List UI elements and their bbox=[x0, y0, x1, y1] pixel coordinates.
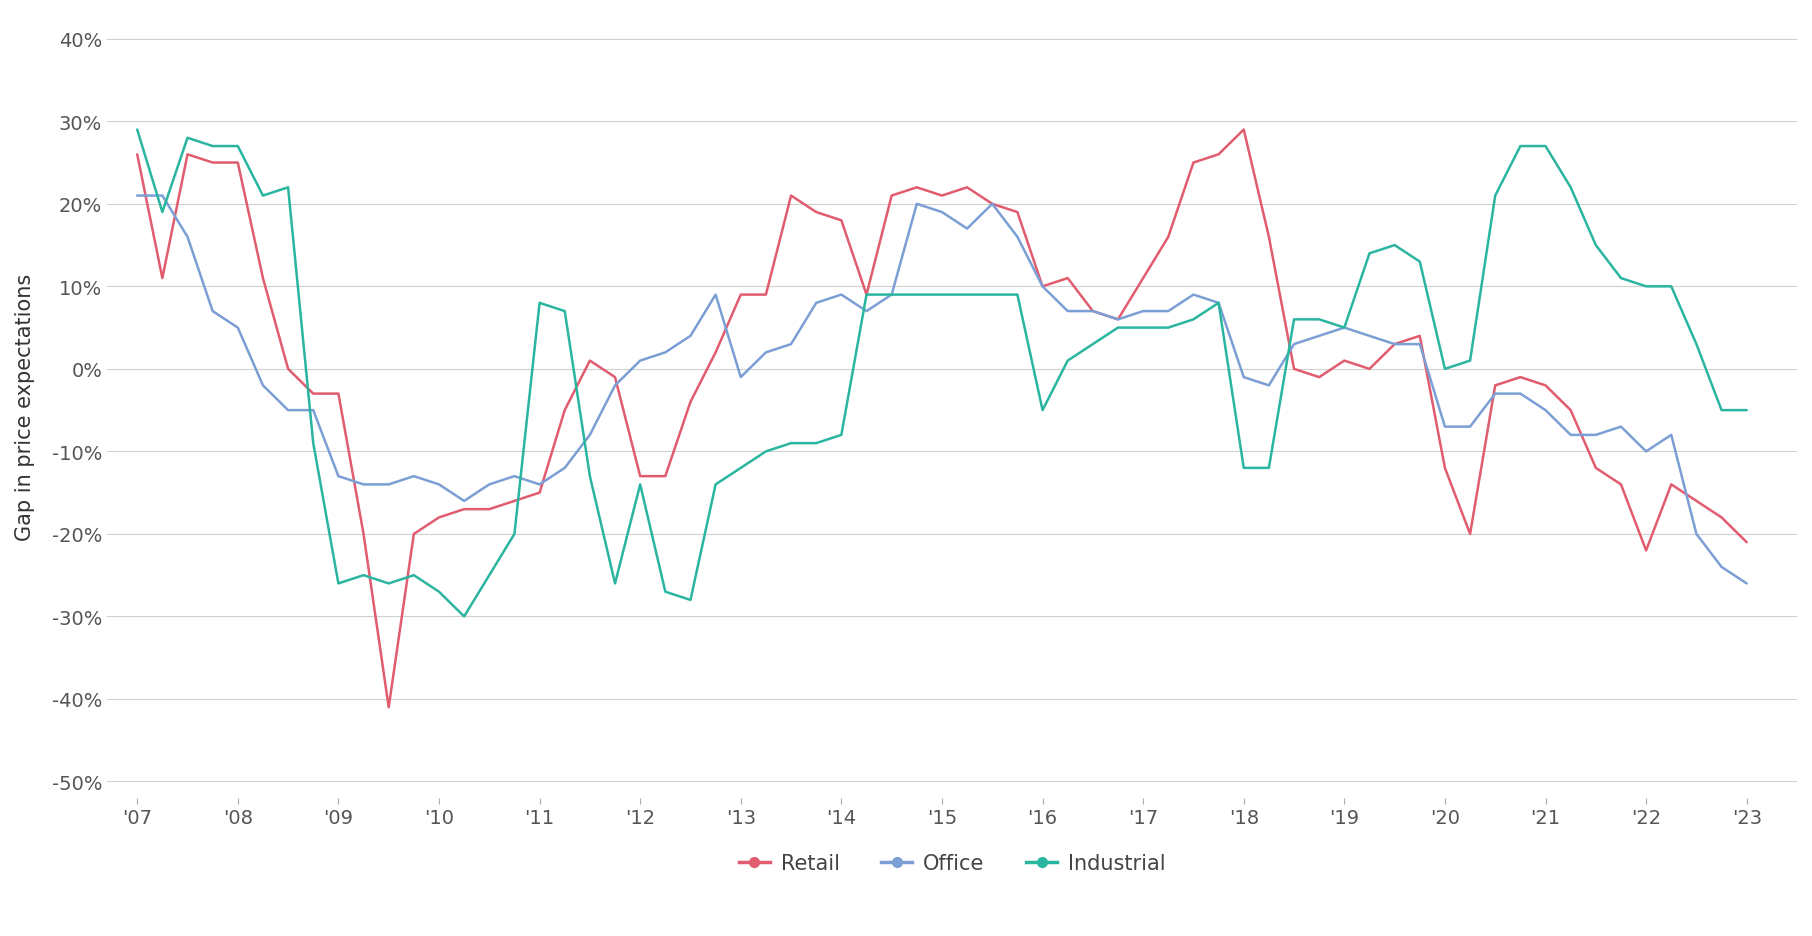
Legend: Retail, Office, Industrial: Retail, Office, Industrial bbox=[730, 845, 1174, 882]
Y-axis label: Gap in price expectations: Gap in price expectations bbox=[14, 273, 34, 540]
